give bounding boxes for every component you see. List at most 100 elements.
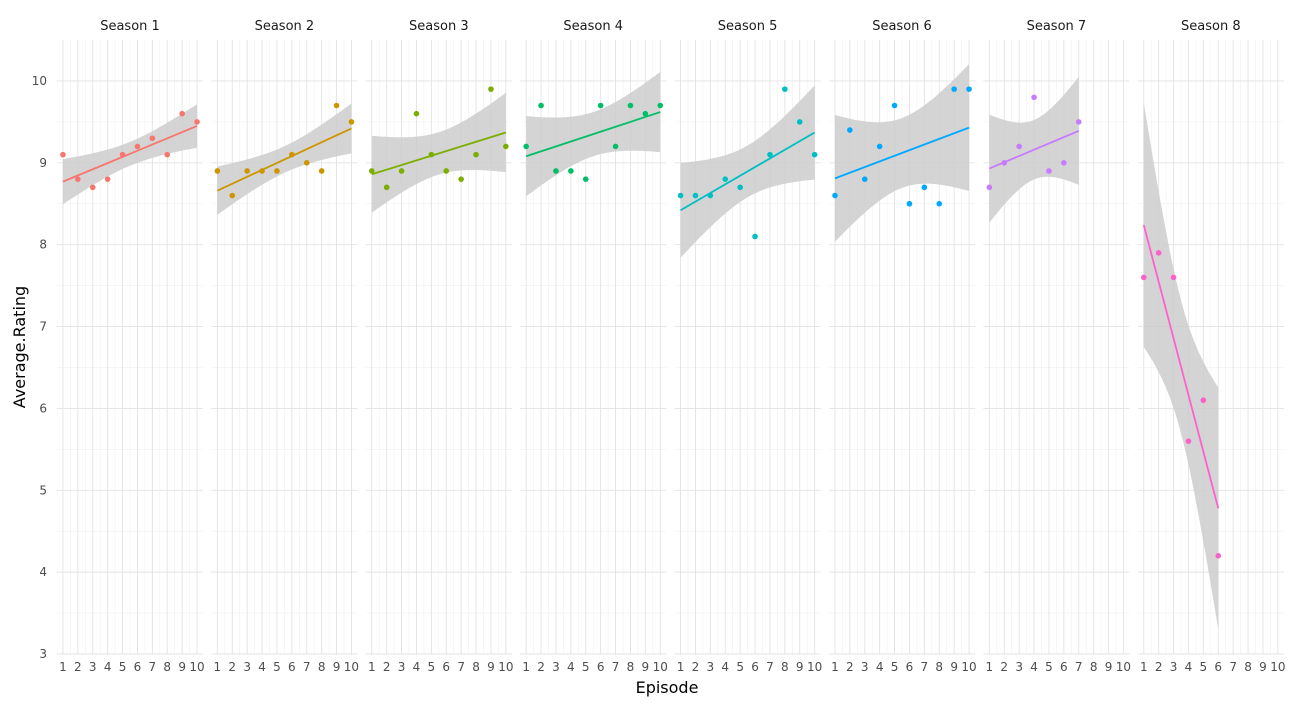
x-tick-label: 6 — [1060, 660, 1068, 674]
data-point — [986, 184, 993, 191]
x-tick-label: 8 — [472, 660, 480, 674]
data-point — [1185, 438, 1192, 444]
y-tick-label: 6 — [39, 401, 47, 415]
x-tick-label: 3 — [861, 660, 869, 674]
data-point — [229, 192, 236, 199]
data-point — [179, 110, 185, 117]
x-tick-label: 2 — [537, 660, 545, 674]
data-point — [458, 176, 464, 182]
x-tick-label: 6 — [906, 660, 914, 674]
x-tick-label: 4 — [567, 660, 575, 674]
x-tick-label: 8 — [935, 660, 943, 674]
x-tick-label: 7 — [457, 660, 465, 674]
x-tick-label: 5 — [891, 660, 899, 674]
data-point — [214, 168, 221, 174]
facet-strip-title: Season 3 — [409, 19, 469, 34]
y-tick-label: 10 — [32, 74, 47, 88]
facet-strip-title: Season 4 — [563, 19, 623, 34]
data-point — [861, 176, 868, 182]
data-point — [657, 102, 664, 109]
facet-panel-5: Season 5 1 2 3 4 5 6 7 8 9 10 — [674, 19, 822, 674]
data-point — [443, 168, 450, 174]
trend-line — [680, 131, 816, 212]
y-tick-label: 9 — [39, 156, 47, 170]
x-tick-label: 5 — [1045, 660, 1053, 674]
data-point — [1140, 274, 1147, 281]
facet-strip-title: Season 1 — [100, 19, 160, 34]
data-point — [428, 151, 435, 158]
data-point — [722, 176, 729, 182]
x-tick-label: 10 — [189, 660, 204, 674]
facet-panel-2: Season 2 1 2 3 4 5 6 7 8 9 10 — [211, 19, 359, 674]
data-point — [677, 192, 684, 199]
data-point — [274, 168, 280, 174]
x-tick-label: 2 — [846, 660, 854, 674]
data-point — [1046, 168, 1052, 174]
x-tick-label: 6 — [442, 660, 450, 674]
data-point — [1061, 160, 1067, 166]
data-point — [612, 143, 619, 150]
x-tick-label: 3 — [1170, 660, 1178, 674]
x-tick-label: 9 — [1259, 660, 1267, 674]
data-point — [906, 200, 913, 207]
data-point — [1200, 397, 1207, 404]
x-tick-label: 4 — [721, 660, 729, 674]
x-tick-label: 2 — [1000, 660, 1008, 674]
data-point — [303, 160, 310, 166]
data-point — [348, 119, 355, 125]
facet-panel-8: Season 8 1 2 3 4 5 6 7 8 9 10 — [1137, 19, 1285, 674]
data-point — [488, 86, 494, 92]
data-point — [164, 151, 171, 158]
data-point — [75, 176, 81, 182]
x-tick-label: 8 — [163, 660, 171, 674]
facet-strip-title: Season 6 — [872, 19, 932, 34]
x-tick-label: 10 — [498, 660, 513, 674]
x-tick-label: 4 — [413, 660, 421, 674]
x-tick-label: 5 — [428, 660, 436, 674]
x-tick-label: 8 — [1090, 660, 1098, 674]
data-point — [811, 151, 818, 158]
data-point — [876, 143, 883, 150]
facet-panel-1: Season 1 1 2 3 4 5 6 7 8 9 10 — [57, 19, 205, 674]
y-axis-title: Average.Rating — [10, 286, 29, 408]
data-point — [642, 110, 649, 117]
data-point — [149, 135, 156, 142]
data-point — [398, 168, 405, 174]
y-tick-label: 5 — [39, 483, 47, 497]
y-tick-label: 7 — [39, 320, 47, 334]
x-tick-label: 5 — [736, 660, 744, 674]
data-point — [413, 110, 420, 117]
x-tick-label: 5 — [119, 660, 127, 674]
trend-line — [216, 127, 352, 192]
x-tick-label: 6 — [751, 660, 759, 674]
x-tick-label: 9 — [487, 660, 495, 674]
x-tick-label: 7 — [1075, 660, 1083, 674]
x-tick-label: 1 — [59, 660, 67, 674]
facet-panel-4: Season 4 1 2 3 4 5 6 7 8 9 10 — [520, 19, 668, 674]
data-point — [89, 184, 96, 191]
data-point — [568, 168, 574, 174]
x-tick-label: 7 — [921, 660, 929, 674]
x-tick-label: 9 — [178, 660, 186, 674]
x-tick-label: 4 — [1030, 660, 1038, 674]
data-point — [60, 151, 66, 158]
x-tick-label: 1 — [214, 660, 222, 674]
facet-strip-title: Season 7 — [1027, 19, 1087, 34]
data-point — [194, 119, 200, 125]
facet-panel-7: Season 7 1 2 3 4 5 6 7 8 9 10 — [983, 19, 1131, 674]
x-tick-label: 7 — [612, 660, 620, 674]
x-tick-label: 6 — [1214, 660, 1222, 674]
x-tick-label: 4 — [104, 660, 112, 674]
x-tick-label: 10 — [961, 660, 976, 674]
data-point — [523, 143, 529, 150]
x-tick-label: 10 — [1116, 660, 1131, 674]
x-tick-label: 3 — [552, 660, 560, 674]
x-tick-label: 1 — [831, 660, 839, 674]
data-point — [289, 151, 295, 158]
data-point — [104, 176, 111, 182]
x-tick-label: 10 — [1270, 660, 1285, 674]
x-tick-label: 10 — [653, 660, 668, 674]
x-tick-label: 8 — [627, 660, 635, 674]
data-point — [627, 102, 634, 109]
x-tick-label: 1 — [677, 660, 685, 674]
